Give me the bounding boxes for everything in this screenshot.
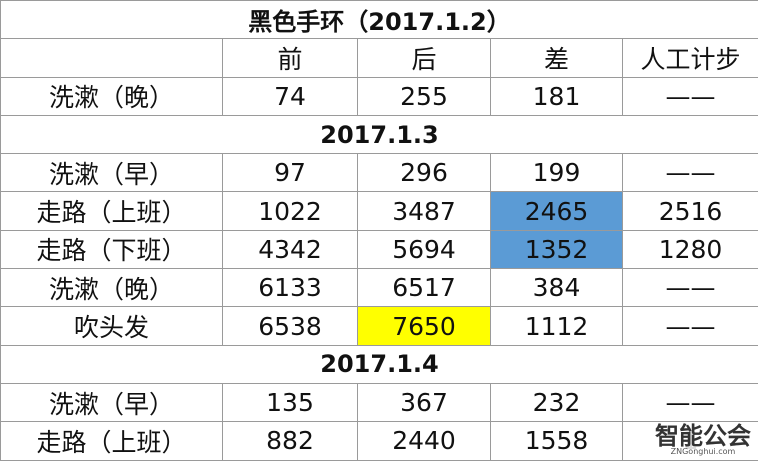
cell: 2516 [623,192,758,230]
cell: 296 [358,154,491,192]
cell: 5694 [358,230,491,268]
cell: 走路（下班） [1,230,223,268]
cell: 吹头发 [1,307,223,345]
row: 2017.1.3 [1,115,758,153]
cell: 2017.1.3 [1,115,758,153]
cell: 后 [358,39,491,77]
cell: 384 [491,269,623,307]
cell: 4342 [223,230,358,268]
cell: 2465 [491,192,623,230]
cell: 199 [491,154,623,192]
row: 走路（上班）882244015581 [1,422,758,460]
cell: 洗漱（晚） [1,77,223,115]
empty-cell [1,39,223,77]
cell: 1280 [623,230,758,268]
cell: 6517 [358,269,491,307]
cell: 3487 [358,192,491,230]
cell: 255 [358,77,491,115]
cell: 走路（上班） [1,192,223,230]
cell: 洗漱（早） [1,383,223,421]
row: 前后差人工计步 [1,39,758,77]
cell: 2017.1.4 [1,345,758,383]
cell: 2440 [358,422,491,460]
cell: 前 [223,39,358,77]
cell: —— [623,154,758,192]
row: 2017.1.4 [1,345,758,383]
cell: 走路（上班） [1,422,223,460]
cell: 97 [223,154,358,192]
cell: 洗漱（晚） [1,269,223,307]
cell: 黑色手环（2017.1.2） [1,1,758,39]
cell: 7650 [358,307,491,345]
cell: 洗漱（早） [1,154,223,192]
cell: —— [623,77,758,115]
cell: 1112 [491,307,623,345]
cell: 367 [358,383,491,421]
row: 黑色手环（2017.1.2） [1,1,758,39]
cell: 181 [491,77,623,115]
cell: —— [623,307,758,345]
watermark-logo: 智能公会 [655,422,751,450]
cell: 135 [223,383,358,421]
cell: 1022 [223,192,358,230]
cell: 1352 [491,230,623,268]
cell: 差 [491,39,623,77]
cell: 6133 [223,269,358,307]
cell: —— [623,269,758,307]
cell: —— [623,383,758,421]
cell: 74 [223,77,358,115]
cell: 232 [491,383,623,421]
cell: 882 [223,422,358,460]
cell: 6538 [223,307,358,345]
cell: 1558 [491,422,623,460]
cell: 人工计步 [623,39,758,77]
